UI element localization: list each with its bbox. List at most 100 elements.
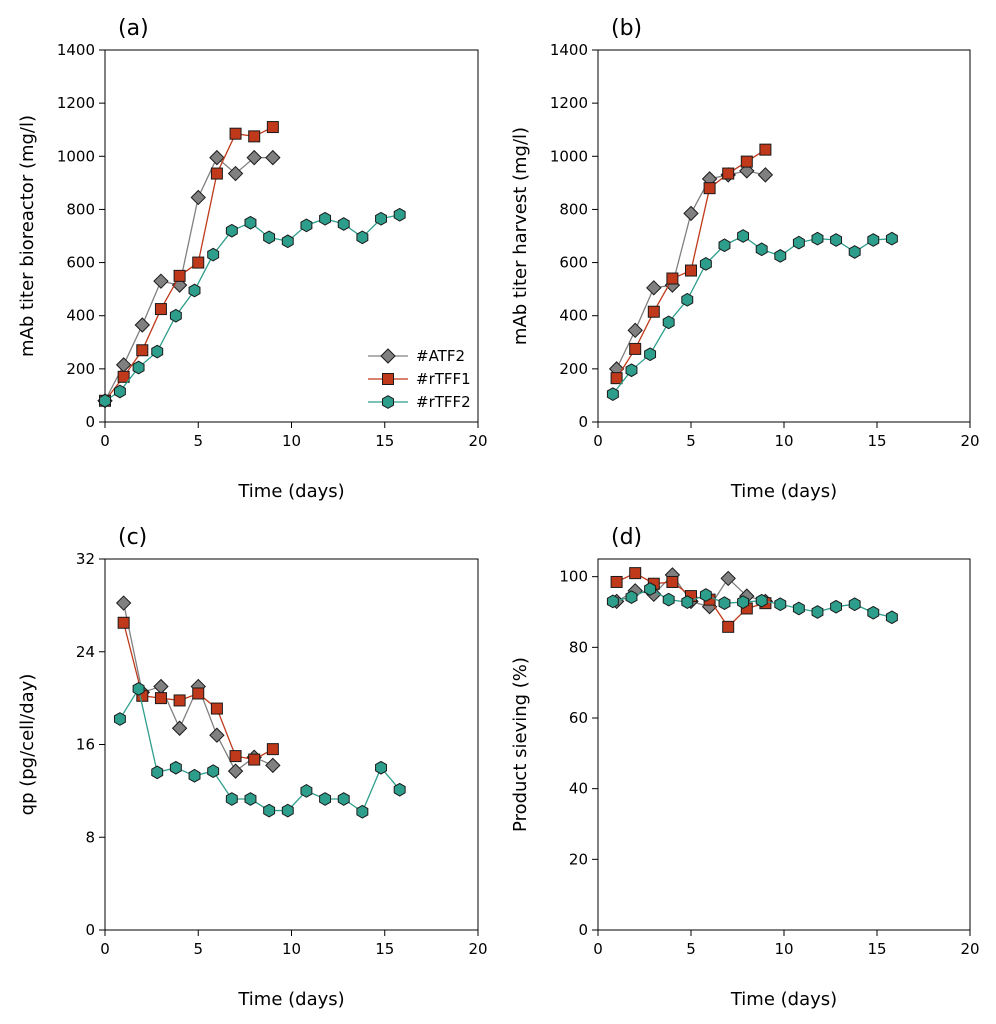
data-point	[375, 760, 387, 775]
data-point	[229, 750, 242, 763]
series-line	[612, 588, 893, 618]
y-tick-label: 400	[559, 307, 588, 325]
data-point	[209, 149, 225, 166]
x-tick-label: 0	[593, 940, 603, 958]
data-point	[136, 344, 149, 357]
data-point	[207, 764, 220, 779]
data-point	[319, 792, 332, 806]
x-tick-label: 5	[193, 940, 203, 958]
legend-label: #rTFF1	[416, 370, 471, 388]
y-tick-label: 40	[569, 780, 588, 798]
data-point	[263, 803, 276, 818]
y-tick-label: 20	[569, 850, 588, 868]
data-point	[629, 567, 642, 580]
x-tick-label: 15	[867, 432, 886, 450]
data-point	[281, 234, 294, 249]
y-tick-label: 0	[578, 413, 588, 431]
y-tick-label: 60	[569, 709, 588, 727]
y-tick-label: 1000	[550, 147, 588, 165]
data-point	[154, 692, 167, 705]
data-point	[683, 205, 699, 222]
data-point	[151, 344, 164, 359]
plot-frame	[597, 558, 971, 931]
data-point	[740, 155, 753, 168]
data-point	[662, 315, 675, 330]
y-axis-label: Product sieving (%)	[510, 657, 531, 832]
data-point	[113, 384, 126, 399]
data-point	[134, 317, 151, 333]
data-point	[625, 590, 638, 605]
data-point	[375, 211, 387, 226]
x-tick-label: 10	[282, 432, 301, 450]
y-tick-label: 0	[578, 921, 588, 939]
data-point	[225, 223, 238, 238]
legend: #ATF2 #rTFF1 #rTFF2	[368, 347, 471, 411]
data-point	[885, 231, 898, 246]
x-tick-label: 15	[375, 432, 394, 450]
data-point	[662, 592, 675, 607]
data-point	[699, 588, 712, 602]
panel-label: (c)	[118, 525, 147, 550]
plot-frame	[597, 49, 971, 423]
legend-label: #ATF2	[416, 347, 465, 365]
data-point	[792, 235, 805, 250]
y-tick-label: 8	[85, 828, 95, 846]
data-point	[169, 760, 182, 775]
y-tick-label: 0	[85, 413, 95, 431]
data-point	[209, 727, 225, 743]
data-point	[265, 757, 281, 774]
data-point	[610, 575, 623, 588]
y-tick-label: 1400	[550, 41, 588, 59]
data-point	[722, 620, 735, 633]
data-point	[755, 242, 768, 257]
data-point	[319, 211, 332, 226]
legend-marker	[380, 348, 396, 364]
data-point	[229, 127, 242, 140]
data-point	[263, 230, 276, 245]
series-line	[119, 687, 401, 813]
y-tick-label: 600	[66, 254, 95, 272]
data-point	[248, 753, 261, 766]
panel-label: (a)	[118, 16, 149, 41]
legend-marker	[382, 373, 394, 385]
data-point	[393, 782, 406, 797]
x-axis-label: Time (days)	[237, 481, 344, 502]
data-point	[246, 149, 262, 166]
data-point	[627, 322, 643, 339]
data-point	[225, 792, 238, 806]
series-rTFF1	[610, 143, 772, 385]
data-point	[356, 230, 369, 245]
data-point	[848, 597, 861, 612]
data-point	[646, 280, 662, 296]
panel-3: (c) 0 5 10 15 20 0 8 16 24 32 Time (days) qp (pg/cel…	[17, 525, 488, 1010]
data-point	[244, 792, 257, 806]
data-point	[337, 217, 350, 231]
x-tick-label: 5	[686, 432, 696, 450]
data-point	[867, 605, 880, 620]
data-point	[132, 360, 145, 375]
data-point	[625, 363, 638, 378]
data-point	[99, 393, 111, 408]
series-line	[612, 235, 892, 395]
data-point	[755, 593, 768, 608]
data-point	[606, 387, 619, 401]
data-point	[248, 130, 261, 143]
data-point	[281, 803, 294, 818]
y-tick-label: 800	[66, 200, 95, 218]
x-tick-label: 20	[960, 432, 979, 450]
data-point	[644, 582, 657, 596]
x-tick-label: 0	[593, 432, 603, 450]
panel-1: (a)0 5 10 15 200200400600800100012001400Time…	[17, 16, 488, 502]
data-point	[265, 149, 281, 166]
x-tick-label: 0	[100, 432, 110, 450]
data-point	[173, 269, 186, 282]
y-tick-label: 32	[76, 550, 95, 568]
data-point	[666, 575, 679, 588]
data-point	[169, 308, 182, 323]
data-point	[722, 167, 735, 180]
data-point	[153, 273, 169, 289]
data-point	[227, 165, 244, 182]
data-point	[606, 594, 619, 609]
series-line	[104, 126, 274, 402]
x-tick-label: 10	[774, 940, 793, 958]
